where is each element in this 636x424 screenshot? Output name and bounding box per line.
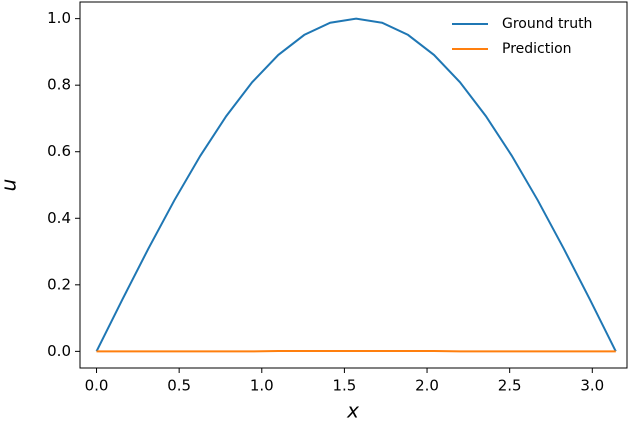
legend-label: Ground truth <box>502 16 592 32</box>
x-tick-label: 1.0 <box>250 377 274 395</box>
y-tick-label: 1.0 <box>47 9 71 27</box>
axes-frame <box>79 1 628 369</box>
x-tick-label: 2.5 <box>498 377 522 395</box>
y-tick-label: 0.6 <box>47 142 71 160</box>
x-tick-label: 1.5 <box>332 377 356 395</box>
x-tick-label: 0.0 <box>85 377 109 395</box>
x-tick-label: 0.5 <box>167 377 191 395</box>
x-tick-label: 3.0 <box>580 377 604 395</box>
line-series <box>95 17 617 352</box>
x-axis-label: x <box>346 399 359 423</box>
y-axis-label: u <box>0 179 21 192</box>
x-tick-label: 2.0 <box>415 377 439 395</box>
legend-label: Prediction <box>502 41 572 57</box>
y-tick-label: 0.2 <box>47 275 71 293</box>
y-tick-label: 0.0 <box>47 342 71 360</box>
y-tick-label: 0.4 <box>47 209 71 227</box>
y-tick-label: 0.8 <box>47 76 71 94</box>
